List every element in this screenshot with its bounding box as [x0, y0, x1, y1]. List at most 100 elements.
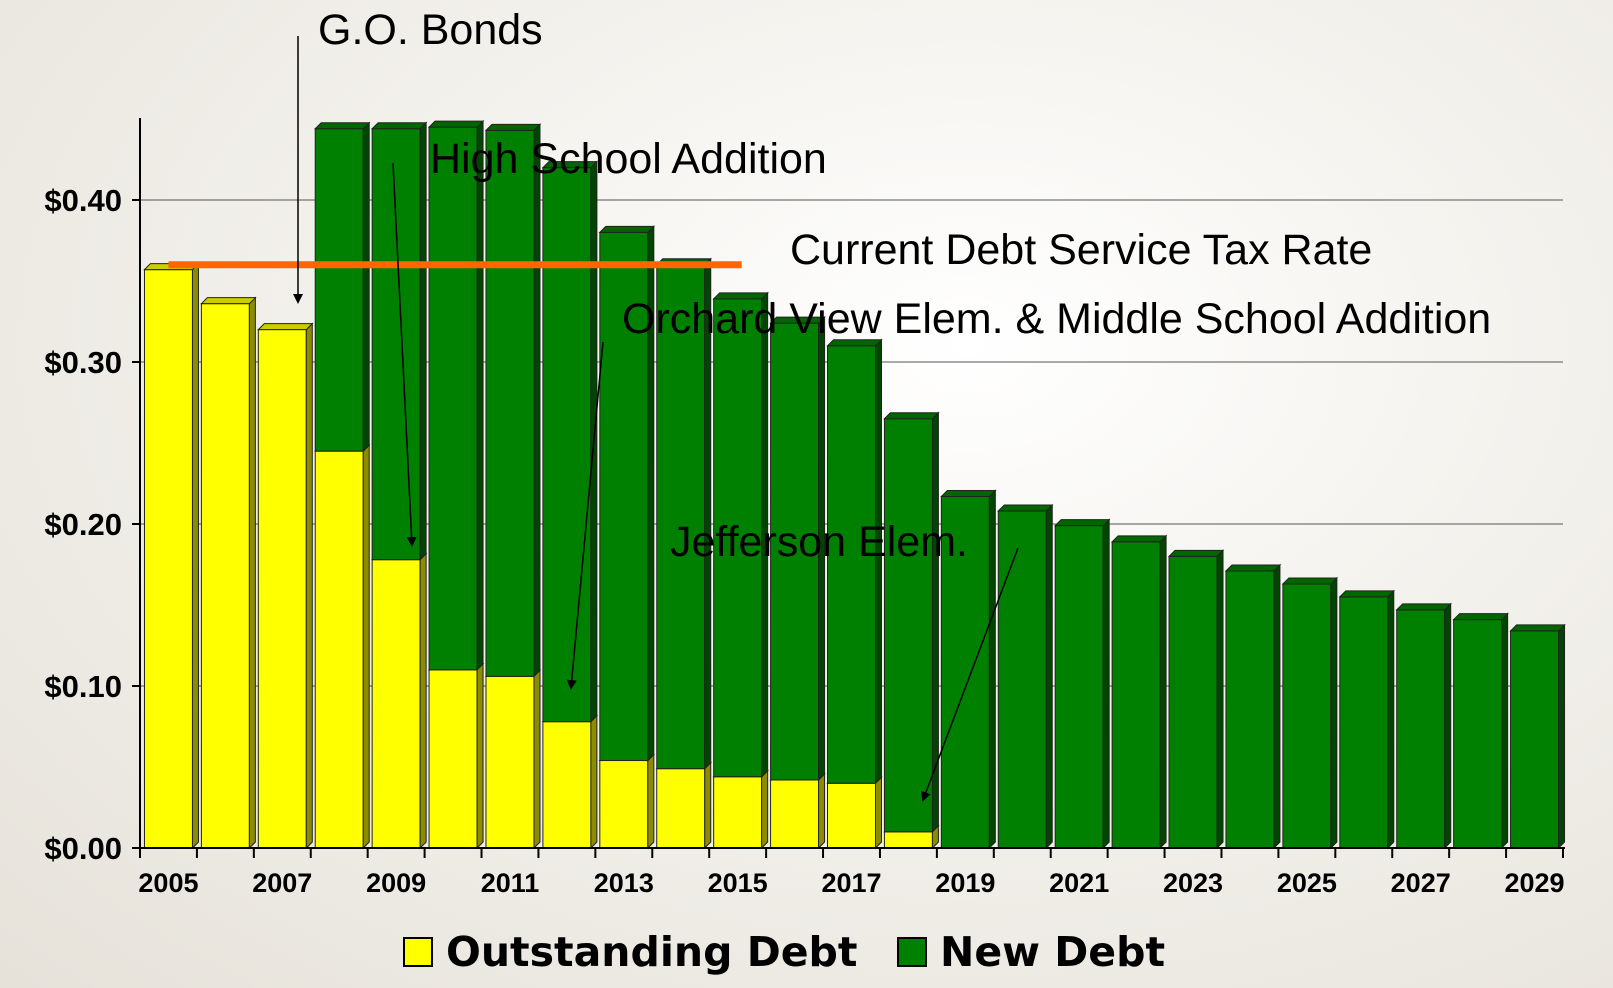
x-tick-label: 2009 — [366, 868, 426, 898]
bar-outstanding-debt-side — [647, 753, 655, 850]
annotation-label: Jefferson Elem. — [670, 518, 968, 566]
bar-new-debt-side — [419, 121, 427, 561]
bar-outstanding-debt — [428, 669, 478, 849]
bar-new-debt — [883, 418, 933, 833]
legend-label-new-debt: New Debt — [940, 928, 1165, 976]
bar-outstanding-debt-side — [533, 669, 541, 850]
y-tick-label: $0.30 — [44, 345, 122, 380]
bar-outstanding-debt — [371, 559, 421, 849]
y-tick-label: $0.40 — [44, 183, 122, 218]
x-tick-label: 2027 — [1391, 868, 1451, 898]
bar-outstanding-debt — [200, 303, 250, 849]
legend-swatch-outstanding-debt — [403, 937, 433, 967]
axes: $0.00 $0.10 $0.20 $0.30 $0.40 2005 2007 2009 201… — [44, 118, 1565, 898]
x-tick-label: 2011 — [481, 868, 540, 898]
bar-new-debt-top — [1338, 590, 1395, 598]
bar-new-debt-side — [1330, 576, 1338, 850]
bar-outstanding-debt — [656, 768, 706, 849]
bar-new-debt — [656, 264, 706, 770]
bar-outstanding-debt — [542, 721, 592, 849]
legend-swatch-new-debt — [897, 937, 927, 967]
reference-line-label: Current Debt Service Tax Rate — [790, 226, 1372, 274]
bar-new-debt-top — [484, 123, 542, 131]
bar-new-debt-top — [997, 504, 1054, 512]
x-tick-label: 2007 — [252, 868, 312, 898]
x-tick-label: 2021 — [1049, 868, 1109, 898]
bar-outstanding-debt — [143, 269, 193, 849]
bar-new-debt-top — [541, 161, 599, 169]
bar-new-debt-side — [1216, 549, 1224, 850]
bar-new-debt — [428, 126, 478, 671]
bar-new-debt — [371, 128, 421, 561]
bar-new-debt — [770, 322, 820, 781]
bar-new-debt — [1510, 630, 1560, 849]
bar-outstanding-debt-side — [875, 775, 882, 850]
bar-new-debt-top — [883, 412, 940, 420]
annotation-label: G.O. Bonds — [318, 6, 543, 54]
bar-new-debt-top — [370, 122, 428, 130]
annotation-label: High School Addition — [430, 135, 827, 183]
bar-outstanding-debt-side — [305, 322, 313, 850]
bar-new-debt-side — [1159, 534, 1167, 850]
bar-new-debt-side — [1387, 589, 1395, 850]
x-tick-label: 2015 — [708, 868, 768, 898]
bar-new-debt-side — [1273, 563, 1281, 850]
x-tick-label: 2025 — [1277, 868, 1337, 898]
bar-new-debt-top — [826, 339, 883, 347]
bar-new-debt-top — [314, 122, 371, 130]
bar-new-debt — [1168, 555, 1218, 849]
legend-label-outstanding-debt: Outstanding Debt — [446, 928, 858, 976]
bar-outstanding-debt-side — [248, 296, 256, 850]
bar-new-debt-top — [1110, 535, 1168, 543]
bar-outstanding-debt-top — [257, 323, 314, 331]
x-tick-label: 2023 — [1163, 868, 1223, 898]
bar-new-debt-side — [1102, 518, 1110, 850]
bar-new-debt — [1339, 596, 1389, 849]
bar-new-debt-top — [427, 120, 485, 128]
bar-outstanding-debt-top — [200, 297, 257, 305]
x-tick-label: 2005 — [138, 868, 198, 898]
reference-line-group: Current Debt Service Tax Rate — [168, 226, 1372, 274]
x-tick-label: 2019 — [935, 868, 995, 898]
bar-new-debt — [1111, 541, 1161, 849]
bar-new-debt-top — [940, 489, 997, 497]
bar-new-debt-side — [1045, 503, 1053, 850]
bar-outstanding-debt — [314, 450, 364, 849]
bar-new-debt-top — [1395, 603, 1452, 611]
bar-outstanding-debt-side — [419, 552, 427, 850]
bar-new-debt-top — [1281, 577, 1339, 585]
bar-outstanding-debt-side — [191, 262, 199, 850]
bar-new-debt — [314, 128, 364, 452]
bar-outstanding-debt — [599, 760, 649, 849]
bar-outstanding-debt — [485, 675, 535, 849]
bars — [143, 119, 1566, 850]
bar-new-debt — [1225, 570, 1275, 849]
bar-new-debt-side — [1558, 623, 1566, 850]
bar-new-debt — [1453, 619, 1503, 849]
bar-outstanding-debt-side — [761, 769, 769, 850]
y-tick-label: $0.00 — [44, 831, 122, 866]
y-tick-label: $0.10 — [44, 669, 122, 704]
legend: Outstanding Debt New Debt — [403, 928, 1165, 976]
bar-new-debt-top — [1224, 564, 1282, 572]
bar-new-debt-side — [1444, 602, 1452, 850]
bar-new-debt-top — [1167, 549, 1225, 557]
x-tick-label: 2029 — [1505, 868, 1565, 898]
bar-new-debt-top — [1452, 613, 1509, 621]
bar-outstanding-debt — [713, 776, 763, 849]
bar-new-debt-side — [362, 121, 370, 453]
bar-new-debt — [599, 231, 649, 762]
bar-new-debt — [1396, 609, 1446, 849]
annotation-arrow — [921, 547, 1019, 802]
bar-outstanding-debt-side — [362, 443, 370, 850]
y-tick-label: $0.20 — [44, 507, 122, 542]
bar-new-debt — [1054, 525, 1104, 849]
bar-outstanding-debt-side — [704, 761, 712, 850]
bar-outstanding-debt-side — [476, 662, 484, 850]
annotation-arrow — [392, 162, 417, 547]
bar-new-debt-top — [712, 292, 769, 300]
x-tick-label: 2017 — [821, 868, 881, 898]
annotation-label: Orchard View Elem. & Middle School Addit… — [622, 295, 1491, 343]
bar-new-debt — [485, 129, 535, 677]
